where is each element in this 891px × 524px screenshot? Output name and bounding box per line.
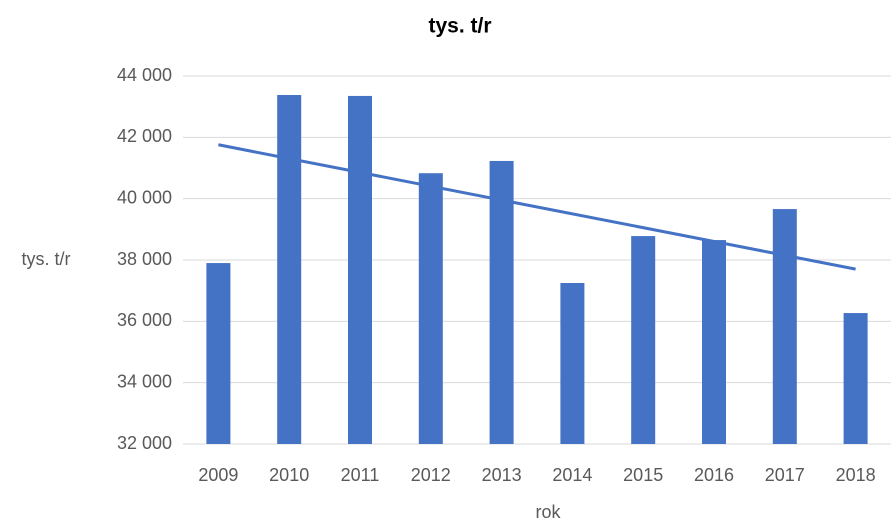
y-tick-label: 34 000 (117, 371, 172, 391)
x-axis-label: rok (535, 502, 561, 522)
x-tick-label: 2009 (198, 465, 238, 485)
x-tick-label: 2013 (482, 465, 522, 485)
bar (843, 313, 868, 444)
y-tick-label: 44 000 (117, 65, 172, 85)
x-tick-label: 2012 (411, 465, 451, 485)
y-tick-label: 42 000 (117, 126, 172, 146)
bar (489, 160, 514, 445)
y-axis-label: tys. t/r (22, 249, 71, 269)
bar (560, 283, 585, 444)
bar (772, 209, 797, 444)
bar (277, 95, 302, 444)
y-tick-label: 36 000 (117, 310, 172, 330)
x-tick-label: 2017 (765, 465, 805, 485)
bar (348, 95, 372, 444)
bar (631, 236, 656, 444)
x-tick-label: 2016 (694, 465, 734, 485)
bar (418, 173, 443, 445)
bar (702, 240, 726, 444)
y-tick-label: 40 000 (117, 187, 172, 207)
y-tick-label: 38 000 (117, 249, 172, 269)
x-tick-label: 2010 (269, 465, 309, 485)
chart-title: tys. t/r (428, 15, 491, 38)
y-tick-label: 32 000 (117, 433, 172, 453)
x-tick-label: 2015 (623, 465, 663, 485)
bar (206, 263, 231, 444)
trendline (218, 143, 856, 271)
x-tick-label: 2014 (552, 465, 592, 485)
x-tick-label: 2018 (836, 465, 876, 485)
x-tick-label: 2011 (341, 465, 380, 485)
